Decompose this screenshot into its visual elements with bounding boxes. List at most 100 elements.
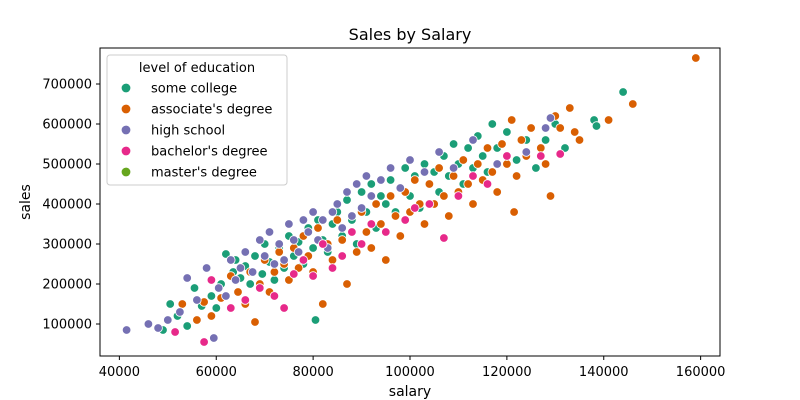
point-3-22 [453,191,464,201]
point-2-29 [318,215,328,225]
point-1-44 [419,219,430,229]
point-0-67 [502,127,512,137]
point-0-15 [250,251,260,261]
point-1-75 [574,135,585,145]
point-2-19 [269,259,280,269]
point-2-15 [247,267,258,277]
point-3-5 [255,283,265,293]
point-3-24 [482,179,493,189]
point-1-9 [250,317,260,327]
point-2-3 [163,315,173,325]
point-3-15 [356,239,367,249]
point-1-50 [448,171,459,181]
point-2-9 [213,283,224,293]
point-1-73 [565,103,575,113]
point-3-18 [400,215,410,225]
point-0-4 [189,283,200,293]
point-1-77 [628,99,638,109]
point-3-13 [337,251,347,261]
point-0-57 [448,139,459,149]
legend-label-1: associate's degree [151,103,272,118]
point-2-4 [175,307,185,317]
point-1-60 [497,139,507,149]
point-0-42 [376,191,386,201]
x-tick-label-2: 80000 [292,365,333,380]
point-3-7 [279,303,289,313]
legend-label-3: bachelor's degree [151,145,268,160]
point-1-1 [192,315,202,325]
point-2-6 [192,295,202,305]
legend-label-2: high school [151,124,225,139]
point-3-11 [318,239,328,249]
point-1-37 [385,191,396,201]
point-2-26 [303,227,314,237]
x-tick-label-1: 60000 [196,365,237,380]
point-1-55 [473,159,483,169]
point-1-53 [463,179,473,189]
point-0-63 [478,151,488,161]
point-1-3 [206,311,217,321]
point-3-16 [366,219,377,229]
point-1-72 [555,123,565,133]
point-1-32 [361,227,372,237]
point-0-1 [165,299,175,309]
point-2-21 [279,255,289,265]
point-2-8 [209,333,219,343]
point-0-6 [206,291,217,301]
x-tick-label-0: 40000 [99,365,140,380]
point-0-70 [531,163,541,173]
point-2-0 [121,325,132,335]
point-1-76 [603,115,614,125]
point-0-7 [211,303,222,313]
legend-entries: some college associate's degree high schoo… [120,82,272,181]
point-0-19 [269,275,280,285]
point-3-0 [170,327,180,337]
point-0-3 [182,321,192,331]
point-3-10 [308,271,318,281]
point-1-74 [570,127,580,137]
point-1-13 [269,267,280,277]
point-0-40 [366,179,377,189]
point-1-78 [691,53,701,63]
point-0-44 [385,175,396,185]
y-axis: 100000 200000 300000 400000 500000 600000 7000… [42,78,100,333]
point-2-16 [255,235,265,245]
point-2-50 [521,147,532,157]
point-2-33 [337,223,347,233]
point-3-17 [381,227,391,237]
point-0-51 [419,159,430,169]
y-tick-label-6: 700000 [42,78,92,93]
point-0-28 [310,315,321,325]
point-2-36 [352,179,362,189]
point-1-65 [516,135,527,145]
point-3-6 [269,291,280,301]
point-3-9 [298,255,309,265]
point-0-35 [342,195,352,205]
y-tick-label-5: 600000 [42,118,92,133]
point-2-10 [221,291,231,301]
legend-label-0: some college [151,82,237,97]
point-1-23 [318,299,328,309]
point-2-44 [419,167,430,177]
point-1-27 [337,235,347,245]
point-2-25 [298,215,309,225]
point-1-28 [342,279,352,289]
point-2-22 [284,219,294,229]
point-2-31 [327,207,338,217]
point-1-25 [327,255,338,265]
point-1-26 [332,215,343,225]
point-1-16 [284,275,294,285]
point-2-52 [545,113,556,123]
point-0-38 [356,187,367,197]
point-1-61 [502,159,512,169]
point-3-8 [289,269,299,279]
point-2-27 [308,207,318,217]
point-1-38 [390,211,401,221]
legend-frame [106,54,288,186]
point-1-67 [526,123,536,133]
point-0-76 [618,87,628,97]
point-3-12 [327,263,338,273]
legend-title: level of education [139,61,255,76]
point-1-34 [371,199,381,209]
